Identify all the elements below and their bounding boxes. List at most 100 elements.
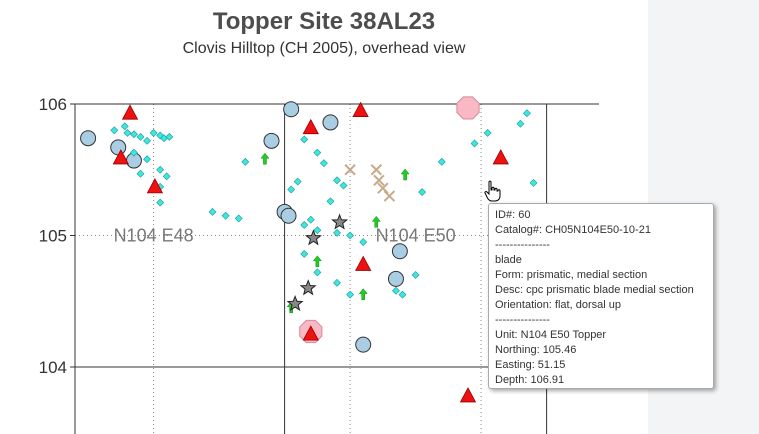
diamond-marker <box>136 169 145 178</box>
cross-marker <box>383 190 396 202</box>
arrow-marker <box>371 215 381 228</box>
y-tick-label: 104 <box>39 358 67 377</box>
diamond-marker <box>123 129 132 137</box>
diamond-marker <box>346 231 355 240</box>
cross-marker <box>373 174 385 186</box>
diamond-marker <box>300 221 309 229</box>
diamond-marker <box>411 271 420 279</box>
data-tooltip: ID#: 60 Catalog#: CH05N104E50-10-21 ----… <box>488 203 714 389</box>
chart-subtitle: Clovis Hilltop (CH 2005), overhead view <box>182 40 466 57</box>
triangle-marker <box>459 387 477 403</box>
circle-marker <box>263 132 280 149</box>
diamond-marker <box>313 148 322 157</box>
diamond-marker <box>300 135 309 144</box>
tooltip-catalog: Catalog#: CH05N104E50-10-21 <box>495 224 651 236</box>
diamond-marker <box>143 155 151 164</box>
circle-marker <box>283 101 300 118</box>
tooltip-unit: Unit: N104 E50 Topper <box>495 329 607 341</box>
diamond-marker <box>120 122 129 131</box>
cross-stroke <box>370 164 383 176</box>
triangle-marker <box>302 325 319 341</box>
diamond-marker <box>333 176 341 185</box>
diamond-marker <box>326 197 335 206</box>
arrow-marker <box>312 255 322 268</box>
diamond-marker <box>234 214 243 223</box>
triangle-marker <box>146 177 164 194</box>
triangle-marker <box>302 118 319 135</box>
circle-marker <box>355 336 372 353</box>
diamond-marker <box>359 238 368 246</box>
tooltip-desc: Desc: cpc prismatic blade medial section <box>495 284 694 296</box>
chart-title: Topper Site 38AL23 <box>212 8 436 35</box>
arrow-marker <box>260 152 270 165</box>
cross-marker <box>370 164 383 176</box>
diamond-marker <box>130 148 138 157</box>
circle-marker <box>391 243 408 260</box>
diamond-marker <box>221 211 230 220</box>
tooltip-northing: Northing: 105.46 <box>495 344 577 356</box>
arrow-marker <box>400 168 410 181</box>
diamond-marker <box>483 129 492 137</box>
scatter-plot: N104 E48 N104 E50 106 105 104 <box>39 95 599 434</box>
y-axis: 106 105 104 <box>39 95 75 377</box>
circle-marker <box>110 139 127 156</box>
cross-stroke <box>373 174 385 186</box>
diamond-marker <box>418 188 427 197</box>
unit-labels: N104 E48 N104 E50 <box>114 226 456 246</box>
circle-marker <box>280 207 297 224</box>
diamond-marker <box>165 132 174 141</box>
cross-marker <box>344 164 356 176</box>
diamond-marker <box>156 198 165 207</box>
cross-stroke <box>383 190 396 202</box>
diamond-marker <box>392 286 400 295</box>
diamond-marker <box>529 178 538 187</box>
y-tick-label: 105 <box>39 227 67 246</box>
tooltip-orientation: Orientation: flat, dorsal up <box>495 299 621 311</box>
diamond-marker <box>300 249 309 258</box>
diamond-marker <box>339 181 348 190</box>
tooltip-separator: --------------- <box>495 239 550 251</box>
diamond-marker <box>470 139 479 148</box>
triangle-marker <box>492 149 509 165</box>
y-tick-label: 106 <box>39 95 67 114</box>
star-marker <box>286 295 304 312</box>
diamond-marker <box>156 165 165 174</box>
circle-marker <box>387 270 404 287</box>
tooltip-separator: --------------- <box>495 314 550 326</box>
diamond-marker <box>346 290 355 299</box>
diamond-marker <box>313 226 322 235</box>
star-marker <box>304 229 322 246</box>
star-marker <box>331 213 349 230</box>
unit-label: N104 E48 <box>114 226 194 246</box>
triangle-marker <box>355 255 372 271</box>
diamond-marker <box>516 119 525 128</box>
circle-marker <box>80 130 97 147</box>
triangle-marker <box>352 101 369 117</box>
star-marker <box>299 279 317 296</box>
diamond-marker <box>523 109 531 118</box>
diamond-marker <box>398 290 407 299</box>
diamond-marker <box>306 215 315 224</box>
diamond-marker <box>437 157 446 166</box>
hand-cursor-icon <box>484 180 501 202</box>
diamond-marker <box>293 177 302 186</box>
arrow-marker <box>358 288 368 300</box>
tooltip-easting: Easting: 51.15 <box>495 359 566 371</box>
tooltip-form: Form: prismatic, medial section <box>495 269 648 281</box>
diamond-marker <box>136 132 145 141</box>
unit-label: N104 E50 <box>376 226 456 246</box>
cross-stroke <box>377 182 389 194</box>
diamond-marker <box>313 268 322 277</box>
diamond-marker <box>287 185 296 194</box>
diamond-marker <box>333 278 341 287</box>
diamond-marker <box>162 172 171 181</box>
triangle-marker <box>112 149 130 165</box>
circle-marker <box>322 114 339 131</box>
cross-stroke <box>344 164 356 176</box>
diamond-marker <box>333 228 341 237</box>
octagon-marker <box>456 96 480 120</box>
diamond-marker <box>241 157 250 166</box>
triangle-marker <box>121 104 139 120</box>
tooltip-depth: Depth: 106.91 <box>495 374 565 386</box>
tooltip-id: ID#: 60 <box>495 209 531 221</box>
